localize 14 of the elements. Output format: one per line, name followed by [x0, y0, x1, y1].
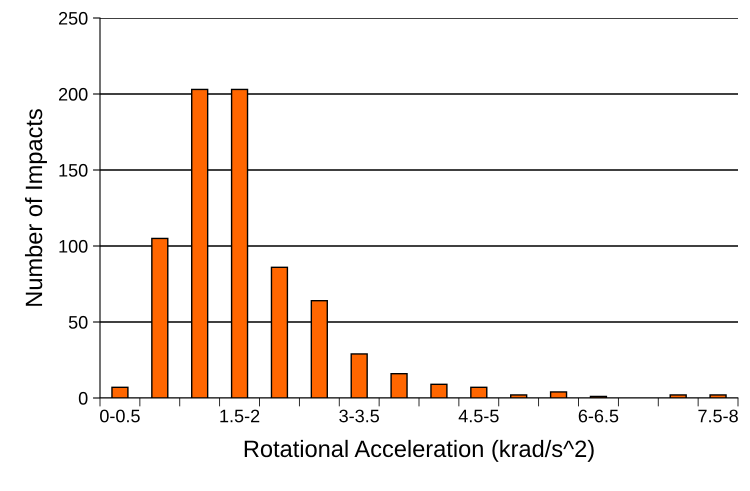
y-tick-label: 50 [68, 316, 88, 329]
y-tick-label: 100 [59, 240, 88, 253]
y-tick-label: 150 [59, 164, 88, 177]
y-tick-label: 0 [78, 392, 88, 405]
x-tick-label: 6-6.5 [578, 410, 618, 422]
x-tick-label: 4.5-5 [458, 410, 499, 422]
y-tick-label: 250 [58, 12, 88, 25]
y-axis-title: Number of Impacts [24, 109, 47, 306]
x-tick-label: 7.5-8 [698, 410, 738, 422]
x-tick-label: 0-0.5 [100, 410, 140, 422]
x-tick-label: 1.5-2 [220, 410, 260, 422]
x-tick-label: 3-3.5 [339, 410, 380, 422]
x-axis-title: Rotational Acceleration (krad/s^2) [244, 440, 594, 462]
y-tick-label: 200 [58, 88, 88, 101]
